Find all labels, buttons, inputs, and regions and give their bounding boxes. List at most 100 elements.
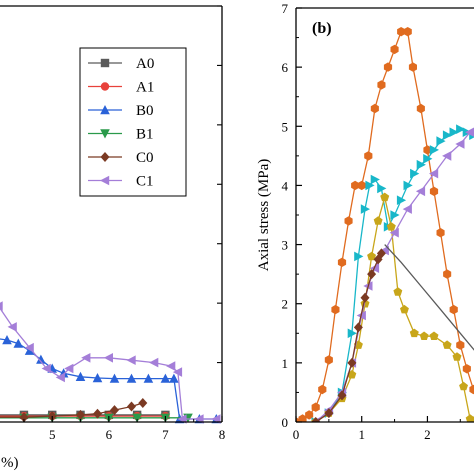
data-point bbox=[347, 328, 357, 339]
data-point bbox=[109, 373, 120, 383]
legend-marker bbox=[100, 58, 110, 68]
data-point bbox=[365, 180, 375, 191]
data-point bbox=[126, 355, 136, 365]
data-point bbox=[416, 103, 425, 114]
data-point bbox=[403, 180, 413, 191]
data-point bbox=[436, 136, 446, 146]
data-point bbox=[383, 62, 393, 72]
x-tick-label: 0 bbox=[293, 427, 300, 442]
data-point bbox=[469, 384, 474, 395]
panel-label: (b) bbox=[312, 20, 332, 37]
data-point bbox=[386, 222, 396, 231]
data-point bbox=[351, 180, 360, 191]
data-point bbox=[373, 216, 383, 225]
y-tick-label: 2 bbox=[282, 297, 289, 312]
data-point bbox=[377, 80, 386, 90]
data-point bbox=[149, 357, 159, 368]
data-point bbox=[465, 414, 474, 422]
legend-entry-B1: B1 bbox=[88, 127, 154, 143]
legend-label: C0 bbox=[136, 150, 154, 166]
data-point bbox=[429, 145, 439, 155]
data-point bbox=[324, 355, 333, 365]
data-point bbox=[390, 44, 399, 55]
data-point bbox=[93, 408, 102, 419]
data-point bbox=[456, 124, 466, 134]
data-point bbox=[429, 186, 439, 196]
data-point bbox=[429, 331, 439, 340]
data-point bbox=[367, 251, 376, 261]
data-point bbox=[132, 413, 142, 423]
data-point bbox=[389, 227, 399, 238]
data-point bbox=[402, 204, 412, 214]
series-line bbox=[0, 307, 217, 420]
series-0 bbox=[296, 27, 474, 422]
series-5 bbox=[384, 244, 474, 351]
x-tick-label: 2 bbox=[424, 427, 431, 442]
data-point bbox=[337, 390, 347, 401]
series-C0 bbox=[0, 398, 148, 423]
data-point bbox=[442, 151, 452, 161]
data-point bbox=[390, 210, 400, 220]
data-point bbox=[169, 373, 179, 383]
data-point bbox=[380, 192, 390, 202]
y-tick-label: 5 bbox=[282, 119, 289, 134]
data-point bbox=[13, 338, 24, 348]
legend: A0 A1 B0 B1 C0 C1 bbox=[79, 47, 187, 197]
data-point bbox=[311, 417, 321, 422]
data-point bbox=[423, 154, 433, 164]
data-point bbox=[455, 139, 465, 149]
data-point bbox=[331, 304, 340, 315]
data-point bbox=[443, 269, 452, 279]
data-point bbox=[419, 331, 429, 340]
data-point bbox=[415, 186, 426, 197]
data-point bbox=[138, 398, 148, 408]
data-point bbox=[423, 145, 432, 155]
legend-entry-C0: C0 bbox=[88, 150, 154, 166]
data-point bbox=[465, 127, 474, 137]
data-point bbox=[110, 405, 119, 416]
legend-entry-A0: A0 bbox=[88, 56, 154, 72]
panel-b-plot-area bbox=[296, 27, 474, 422]
data-point bbox=[459, 381, 468, 391]
data-point bbox=[397, 27, 406, 37]
data-point bbox=[360, 204, 370, 214]
data-point bbox=[357, 180, 366, 191]
data-point bbox=[36, 354, 46, 364]
data-point bbox=[367, 269, 377, 280]
data-point bbox=[456, 340, 465, 350]
legend-label: B0 bbox=[136, 103, 154, 119]
data-point bbox=[462, 364, 471, 374]
legend-entry-B0: B0 bbox=[88, 103, 154, 119]
data-point bbox=[81, 353, 91, 363]
data-point bbox=[7, 322, 17, 332]
data-point bbox=[19, 412, 29, 423]
data-point bbox=[354, 251, 364, 262]
data-point bbox=[318, 384, 327, 395]
data-point bbox=[298, 414, 307, 422]
series-line bbox=[384, 244, 474, 351]
data-point bbox=[55, 372, 65, 383]
y-tick-label: 7 bbox=[282, 1, 289, 16]
data-point bbox=[449, 304, 458, 315]
data-point bbox=[143, 373, 154, 383]
data-point bbox=[166, 361, 176, 371]
data-point bbox=[41, 363, 51, 374]
data-point bbox=[449, 127, 459, 137]
data-point bbox=[364, 151, 373, 161]
y-tick-label: 0 bbox=[282, 415, 289, 430]
legend-box bbox=[79, 47, 187, 197]
data-point bbox=[337, 257, 347, 267]
legend-entry-A1: A1 bbox=[88, 80, 154, 96]
data-point bbox=[442, 340, 452, 349]
data-point bbox=[393, 287, 403, 296]
data-point bbox=[305, 410, 314, 420]
data-point bbox=[0, 301, 3, 311]
data-point bbox=[347, 357, 357, 368]
data-point bbox=[376, 248, 386, 259]
data-point bbox=[396, 195, 407, 205]
data-point bbox=[76, 409, 85, 420]
y-tick-label: 4 bbox=[282, 178, 289, 193]
legend-marker bbox=[100, 82, 110, 91]
data-point bbox=[324, 408, 334, 419]
